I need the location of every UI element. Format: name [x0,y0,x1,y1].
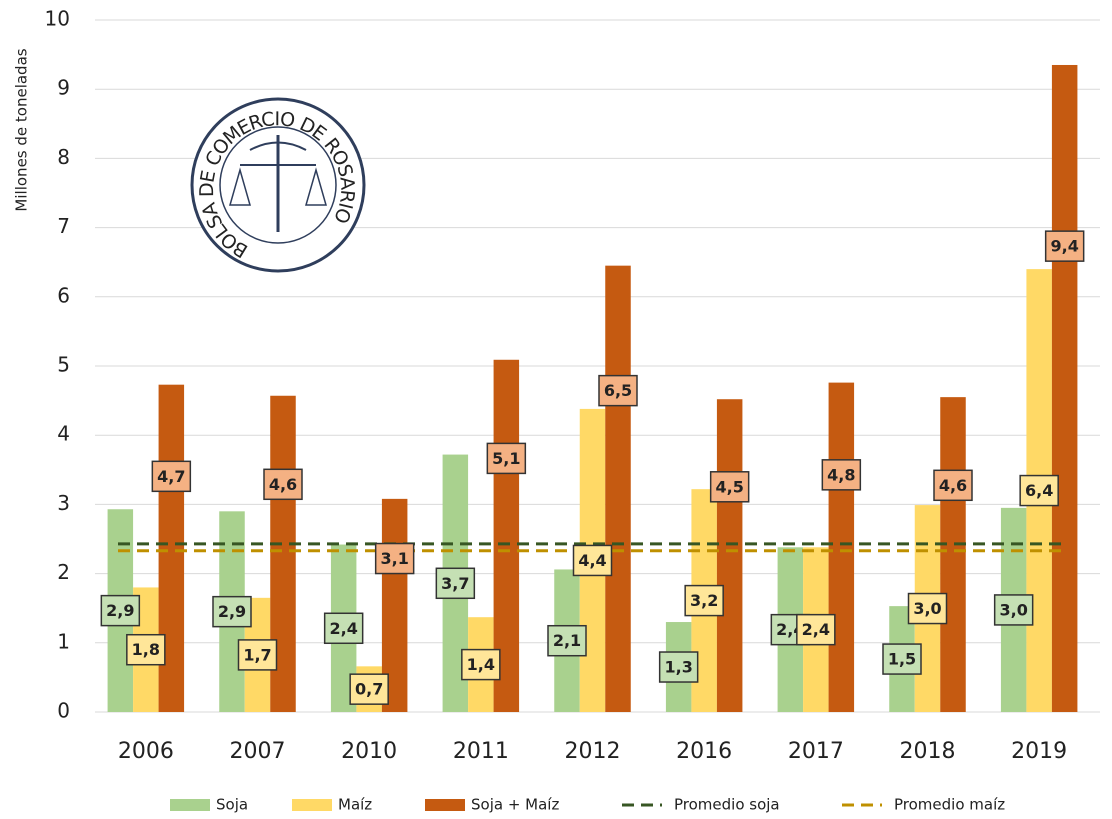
value-label: 4,5 [715,477,743,496]
y-tick-label: 4 [57,422,70,446]
value-label: 3,1 [380,549,408,568]
x-tick-label: 2019 [1011,739,1067,764]
value-label: 4,6 [269,475,297,494]
value-label-box [323,612,364,645]
y-tick-label: 1 [57,629,70,653]
x-tick-label: 2016 [676,739,732,764]
value-label: 1,5 [888,650,916,669]
x-tick-label: 2018 [900,739,956,764]
value-label-box [598,374,638,407]
value-label-box [882,643,922,675]
bar [716,399,743,712]
value-label: 2,4 [802,620,830,639]
y-tick-label: 10 [45,7,70,31]
value-label: 3,7 [441,574,469,593]
x-tick-label: 2011 [453,739,509,764]
value-label: 4,7 [157,467,185,486]
y-tick-label: 0 [57,699,70,723]
value-label-box [572,544,613,577]
value-label-box [658,651,699,683]
value-label: 5,1 [492,449,520,468]
y-tick-label: 9 [57,76,70,100]
value-label: 6,5 [604,381,632,400]
value-label: 1,4 [467,655,495,674]
value-label-box [547,624,587,657]
x-tick-label: 2010 [341,739,397,764]
legend-swatch [292,799,332,811]
value-label-box [237,639,278,671]
logo-wings [249,141,307,151]
value-label-box [126,633,166,666]
bar [828,382,855,712]
value-label-box [993,594,1034,626]
x-tick-label: 2006 [118,739,174,764]
value-label-box [461,648,501,681]
value-label: 2,4 [329,619,357,638]
value-label: 1,3 [664,658,692,677]
value-label-box [263,468,303,501]
value-label: 1,8 [132,640,160,659]
x-tick-label: 2012 [565,739,621,764]
y-tick-label: 7 [57,214,70,238]
value-label: 9,4 [1050,237,1078,256]
x-tick-label: 2017 [788,739,844,764]
bar [940,397,966,712]
value-label: 4,4 [578,551,606,570]
value-label: 4,8 [827,465,855,484]
y-tick-label: 8 [57,145,70,169]
value-label-box [486,442,527,475]
legend-swatch [425,799,465,811]
value-label: 4,6 [939,476,967,495]
value-label-box [796,613,836,646]
value-label: 3,2 [690,591,718,610]
x-tick-label: 2007 [230,739,286,764]
logo-scales [229,167,327,206]
value-label-box [435,567,476,600]
legend-label: Promedio soja [674,796,780,814]
legend-swatch [170,799,210,811]
value-label: 2,1 [553,631,581,650]
value-label: 6,4 [1025,481,1053,500]
y-tick-label: 6 [57,283,70,307]
y-tick-label: 3 [57,491,70,515]
value-label: 0,7 [355,680,383,699]
value-label-box [374,542,415,575]
value-label: 1,7 [243,645,271,664]
value-label: 3,0 [999,600,1027,619]
value-label: 3,0 [913,599,941,618]
value-label: 2,9 [218,602,246,621]
value-label-box [1019,474,1059,507]
value-label-box [100,594,141,627]
value-label-box [709,471,750,503]
y-tick-label: 5 [57,353,70,377]
logo-inner [219,126,337,244]
y-tick-label: 2 [57,560,70,584]
legend-label: Promedio maíz [894,796,1005,814]
value-label-box [1044,230,1085,262]
value-label-box [821,459,862,491]
value-label-box [212,595,252,628]
value-label-box [684,584,724,617]
bar [1051,64,1078,713]
y-axis-label: Millones de toneladas [13,48,31,211]
value-label-box [151,460,192,493]
value-label-box [933,469,973,502]
logo: BOLSA DE COMERCIO DE ROSARIO [190,97,366,273]
value-label: 2,9 [106,601,134,620]
legend-label: Soja [216,796,248,814]
legend-label: Maíz [338,796,372,814]
legend-label: Soja + Maíz [471,796,559,814]
value-label-box [349,673,389,705]
bar [605,265,631,712]
value-label-box [907,592,948,625]
